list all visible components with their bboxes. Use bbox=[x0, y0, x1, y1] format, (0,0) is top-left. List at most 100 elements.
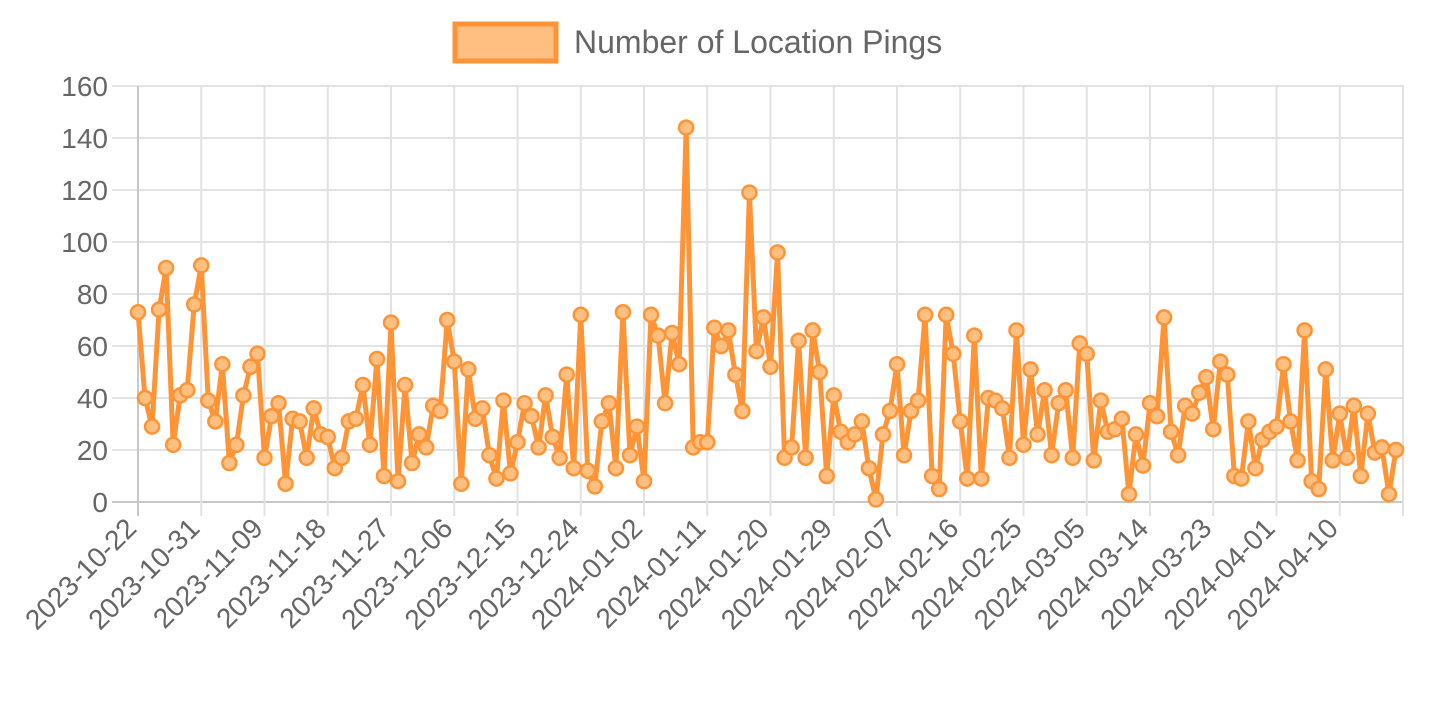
data-point[interactable] bbox=[572, 306, 589, 324]
data-point[interactable] bbox=[734, 402, 751, 420]
data-point[interactable] bbox=[586, 478, 604, 495]
data-point[interactable] bbox=[1247, 459, 1264, 477]
data-point[interactable] bbox=[565, 459, 582, 477]
data-point[interactable] bbox=[966, 327, 983, 344]
data-point[interactable] bbox=[1078, 345, 1095, 363]
data-point[interactable] bbox=[495, 392, 512, 409]
data-point[interactable] bbox=[825, 387, 842, 404]
data-point[interactable] bbox=[1352, 467, 1370, 485]
data-point[interactable] bbox=[1282, 413, 1299, 430]
data-point[interactable] bbox=[930, 480, 948, 498]
data-point[interactable] bbox=[1015, 436, 1032, 454]
data-point[interactable] bbox=[1127, 426, 1145, 443]
data-point[interactable] bbox=[1120, 485, 1138, 503]
data-point[interactable] bbox=[909, 392, 927, 409]
data-point[interactable] bbox=[516, 394, 533, 412]
data-point[interactable] bbox=[354, 376, 372, 394]
data-point[interactable] bbox=[614, 303, 632, 321]
data-point[interactable] bbox=[481, 446, 498, 464]
data-point[interactable] bbox=[136, 389, 154, 407]
data-point[interactable] bbox=[713, 337, 730, 355]
data-point[interactable] bbox=[1324, 452, 1341, 469]
data-point[interactable] bbox=[270, 394, 287, 412]
data-point[interactable] bbox=[474, 400, 491, 417]
data-point[interactable] bbox=[1387, 441, 1405, 459]
data-point[interactable] bbox=[1050, 394, 1067, 412]
data-point[interactable] bbox=[1085, 452, 1103, 469]
data-point[interactable] bbox=[291, 413, 308, 430]
data-point[interactable] bbox=[157, 259, 175, 277]
data-point[interactable] bbox=[256, 449, 273, 467]
data-point[interactable] bbox=[748, 342, 765, 360]
data-point[interactable] bbox=[509, 433, 526, 451]
data-point[interactable] bbox=[1092, 392, 1110, 409]
data-point[interactable] bbox=[1141, 394, 1159, 412]
data-point[interactable] bbox=[959, 470, 976, 487]
data-point[interactable] bbox=[818, 467, 835, 485]
data-point[interactable] bbox=[846, 426, 864, 443]
data-point[interactable] bbox=[874, 426, 892, 443]
data-point[interactable] bbox=[727, 366, 744, 383]
data-point[interactable] bbox=[502, 465, 519, 482]
data-point[interactable] bbox=[790, 332, 807, 350]
data-point[interactable] bbox=[649, 327, 667, 344]
data-point[interactable] bbox=[762, 358, 779, 376]
data-point[interactable] bbox=[537, 387, 554, 404]
data-point[interactable] bbox=[129, 303, 147, 321]
data-point[interactable] bbox=[804, 322, 821, 339]
data-point[interactable] bbox=[347, 410, 365, 428]
data-point[interactable] bbox=[1212, 353, 1229, 370]
data-point[interactable] bbox=[1233, 470, 1250, 487]
data-point[interactable] bbox=[1008, 322, 1025, 339]
legend-swatch[interactable] bbox=[452, 21, 559, 64]
data-point[interactable] bbox=[1317, 361, 1334, 378]
data-point[interactable] bbox=[333, 449, 351, 467]
data-point[interactable] bbox=[277, 475, 294, 493]
data-point[interactable] bbox=[214, 355, 231, 373]
data-point[interactable] bbox=[973, 470, 990, 487]
data-point[interactable] bbox=[1190, 384, 1208, 402]
data-point[interactable] bbox=[783, 439, 800, 456]
data-point[interactable] bbox=[242, 358, 259, 376]
data-point[interactable] bbox=[1043, 446, 1060, 464]
data-point[interactable] bbox=[150, 301, 168, 318]
data-point[interactable] bbox=[193, 257, 210, 274]
data-point[interactable] bbox=[677, 119, 695, 136]
data-point[interactable] bbox=[1275, 355, 1292, 373]
data-point[interactable] bbox=[530, 439, 547, 456]
data-point[interactable] bbox=[1001, 449, 1018, 467]
data-point[interactable] bbox=[860, 459, 878, 477]
data-point[interactable] bbox=[699, 433, 716, 451]
data-point[interactable] bbox=[389, 472, 407, 490]
data-point[interactable] bbox=[1296, 322, 1313, 339]
data-point[interactable] bbox=[396, 376, 414, 394]
data-point[interactable] bbox=[178, 381, 196, 399]
data-point[interactable] bbox=[741, 184, 758, 201]
data-point[interactable] bbox=[1289, 452, 1306, 469]
data-point[interactable] bbox=[523, 407, 540, 425]
data-point[interactable] bbox=[797, 449, 814, 467]
data-point[interactable] bbox=[1345, 397, 1363, 415]
data-point[interactable] bbox=[1338, 449, 1356, 467]
data-point[interactable] bbox=[375, 467, 393, 485]
data-point[interactable] bbox=[361, 436, 379, 454]
data-point[interactable] bbox=[1148, 407, 1166, 425]
data-point[interactable] bbox=[952, 413, 969, 430]
data-point[interactable] bbox=[1183, 405, 1201, 422]
data-point[interactable] bbox=[417, 439, 435, 456]
data-point[interactable] bbox=[1064, 449, 1081, 467]
data-point[interactable] bbox=[1219, 366, 1236, 383]
data-point[interactable] bbox=[410, 426, 428, 443]
data-point[interactable] bbox=[593, 413, 611, 430]
data-point[interactable] bbox=[656, 394, 674, 412]
data-point[interactable] bbox=[853, 413, 871, 430]
data-point[interactable] bbox=[1022, 361, 1039, 378]
data-point[interactable] bbox=[453, 475, 470, 493]
data-point[interactable] bbox=[1113, 410, 1131, 428]
data-point[interactable] bbox=[1240, 413, 1257, 430]
data-point[interactable] bbox=[811, 363, 828, 381]
legend-label[interactable]: Number of Location Pings bbox=[574, 24, 942, 60]
data-point[interactable] bbox=[1029, 426, 1046, 443]
data-point[interactable] bbox=[228, 436, 245, 454]
data-point[interactable] bbox=[551, 449, 568, 467]
